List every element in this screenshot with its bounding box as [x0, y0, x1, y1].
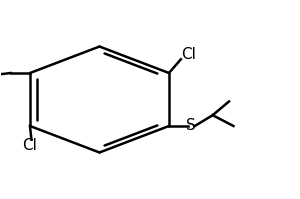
Text: S: S — [186, 118, 196, 134]
Text: Cl: Cl — [22, 138, 38, 153]
Text: Cl: Cl — [181, 47, 196, 62]
